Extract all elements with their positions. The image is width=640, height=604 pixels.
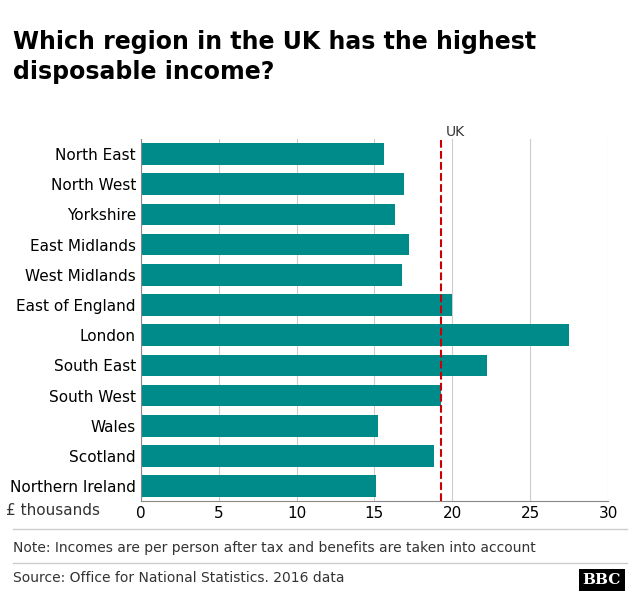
Bar bbox=[141, 385, 442, 406]
Bar bbox=[141, 173, 404, 195]
Bar bbox=[141, 415, 378, 437]
Text: Source: Office for National Statistics. 2016 data: Source: Office for National Statistics. … bbox=[13, 571, 344, 585]
Text: Note: Incomes are per person after tax and benefits are taken into account: Note: Incomes are per person after tax a… bbox=[13, 541, 536, 554]
Text: £ thousands: £ thousands bbox=[6, 503, 100, 518]
Bar bbox=[141, 475, 376, 497]
Text: BBC: BBC bbox=[582, 573, 621, 587]
Text: UK: UK bbox=[446, 125, 465, 139]
Bar bbox=[141, 355, 486, 376]
Bar bbox=[141, 143, 384, 165]
Bar bbox=[141, 294, 452, 316]
Bar bbox=[141, 324, 569, 346]
Text: Which region in the UK has the highest
disposable income?: Which region in the UK has the highest d… bbox=[13, 30, 536, 84]
Bar bbox=[141, 234, 409, 255]
Bar bbox=[141, 445, 433, 467]
Bar bbox=[141, 264, 403, 286]
Bar bbox=[141, 204, 395, 225]
